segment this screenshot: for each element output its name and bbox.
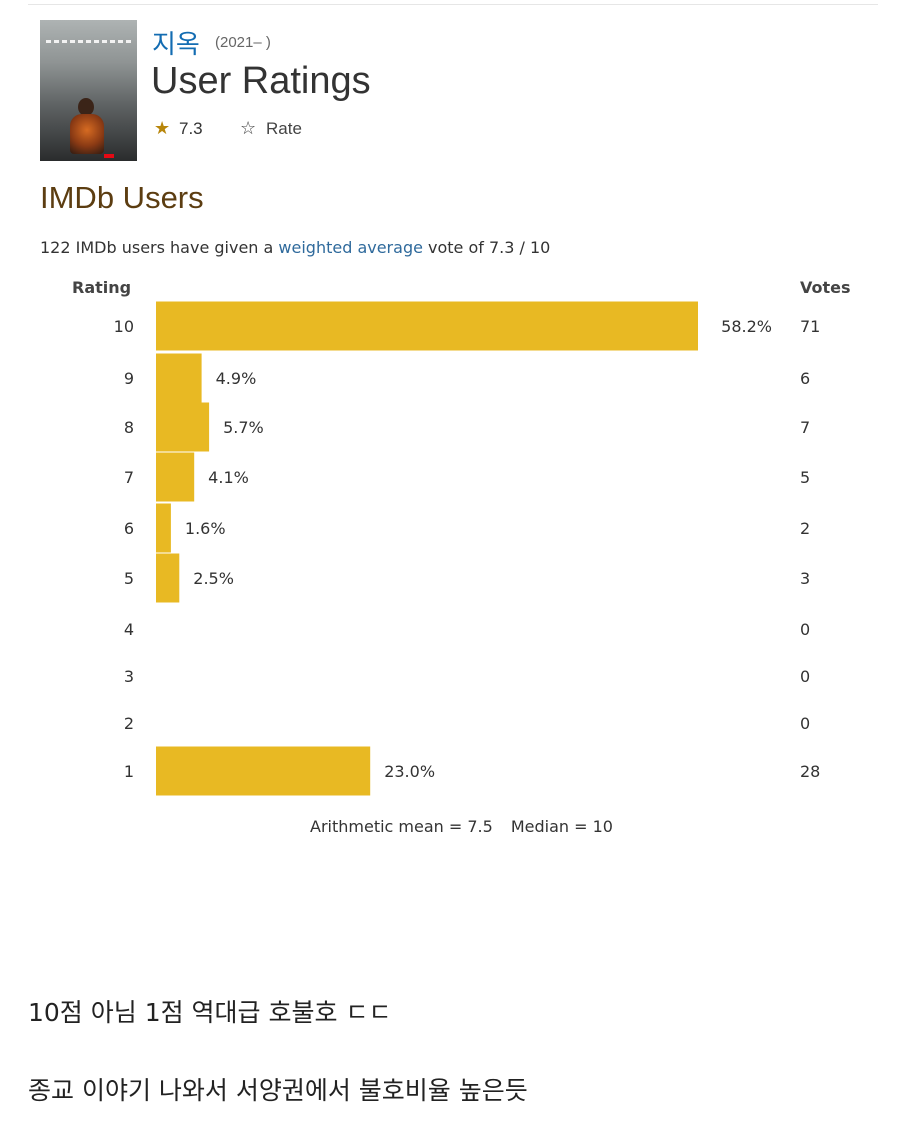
page-title: User Ratings [151, 60, 371, 102]
rating-label-2: 2 [124, 714, 134, 733]
show-title-link[interactable]: 지옥 [152, 30, 200, 60]
votes-label-9: 6 [800, 369, 810, 388]
votes-label-7: 5 [800, 468, 810, 487]
votes-label-6: 2 [800, 519, 810, 538]
rating-column-header: Rating [72, 278, 132, 297]
percent-label-10: 58.2% [721, 317, 772, 336]
stats-line: Arithmetic mean = 7.5 Median = 10 [310, 817, 613, 836]
rating-label-8: 8 [124, 418, 134, 437]
median: Median = 10 [510, 817, 613, 836]
rating-label-5: 5 [124, 569, 134, 588]
star-icon: ★ [154, 118, 171, 139]
weighted-average-link[interactable]: weighted average [278, 238, 423, 257]
rate-button[interactable]: Rate [266, 119, 302, 138]
rating-label-7: 7 [124, 468, 134, 487]
section-heading: IMDb Users [40, 180, 204, 215]
votes-label-3: 0 [800, 667, 810, 686]
top-divider [28, 4, 878, 5]
bar-rating-1 [156, 746, 371, 796]
percent-label-9: 4.9% [216, 369, 257, 388]
votes-column-header: Votes [800, 278, 851, 297]
percent-label-1: 23.0% [384, 762, 435, 781]
percent-label-5: 2.5% [193, 569, 234, 588]
poster-figure-body [70, 114, 104, 154]
votes-label-8: 7 [800, 418, 810, 437]
summary-suffix: vote of 7.3 / 10 [422, 238, 551, 257]
bar-rating-8 [156, 402, 210, 452]
votes-label-10: 71 [800, 317, 820, 336]
rating-label-10: 10 [114, 317, 134, 336]
votes-label-4: 0 [800, 620, 810, 639]
rating-label-9: 9 [124, 369, 134, 388]
bar-rating-6 [156, 503, 171, 553]
percent-label-6: 1.6% [185, 519, 226, 538]
votes-label-1: 28 [800, 762, 820, 781]
percent-label-8: 5.7% [223, 418, 264, 437]
bar-rating-10 [156, 301, 698, 351]
bar-rating-9 [156, 353, 202, 403]
bar-rating-7 [156, 452, 195, 502]
summary-prefix: 122 IMDb users have given a [40, 238, 279, 257]
show-years: (2021– ) [215, 34, 271, 51]
poster-image[interactable] [40, 20, 137, 161]
rating-label-1: 1 [124, 762, 134, 781]
rating-label-6: 6 [124, 519, 134, 538]
percent-label-7: 4.1% [208, 468, 249, 487]
rating-value: 7.3 [179, 119, 203, 138]
rating-label-3: 3 [124, 667, 134, 686]
votes-label-2: 0 [800, 714, 810, 733]
ratings-summary: 122 IMDb users have given a weighted ave… [40, 238, 550, 257]
votes-label-5: 3 [800, 569, 810, 588]
star-outline-icon[interactable]: ☆ [240, 118, 257, 139]
poster-title-art [46, 40, 131, 43]
arithmetic-mean: Arithmetic mean = 7.5 [310, 817, 493, 836]
comment-line-1: 10점 아님 1점 역대급 호불호 ㄷㄷ [28, 998, 392, 1027]
netflix-logo [104, 154, 114, 158]
bar-rating-5 [156, 553, 180, 603]
comment-line-2: 종교 이야기 나와서 서양권에서 불호비율 높은듯 [28, 1076, 528, 1105]
poster-figure-head [78, 98, 94, 116]
rating-label-4: 4 [124, 620, 134, 639]
